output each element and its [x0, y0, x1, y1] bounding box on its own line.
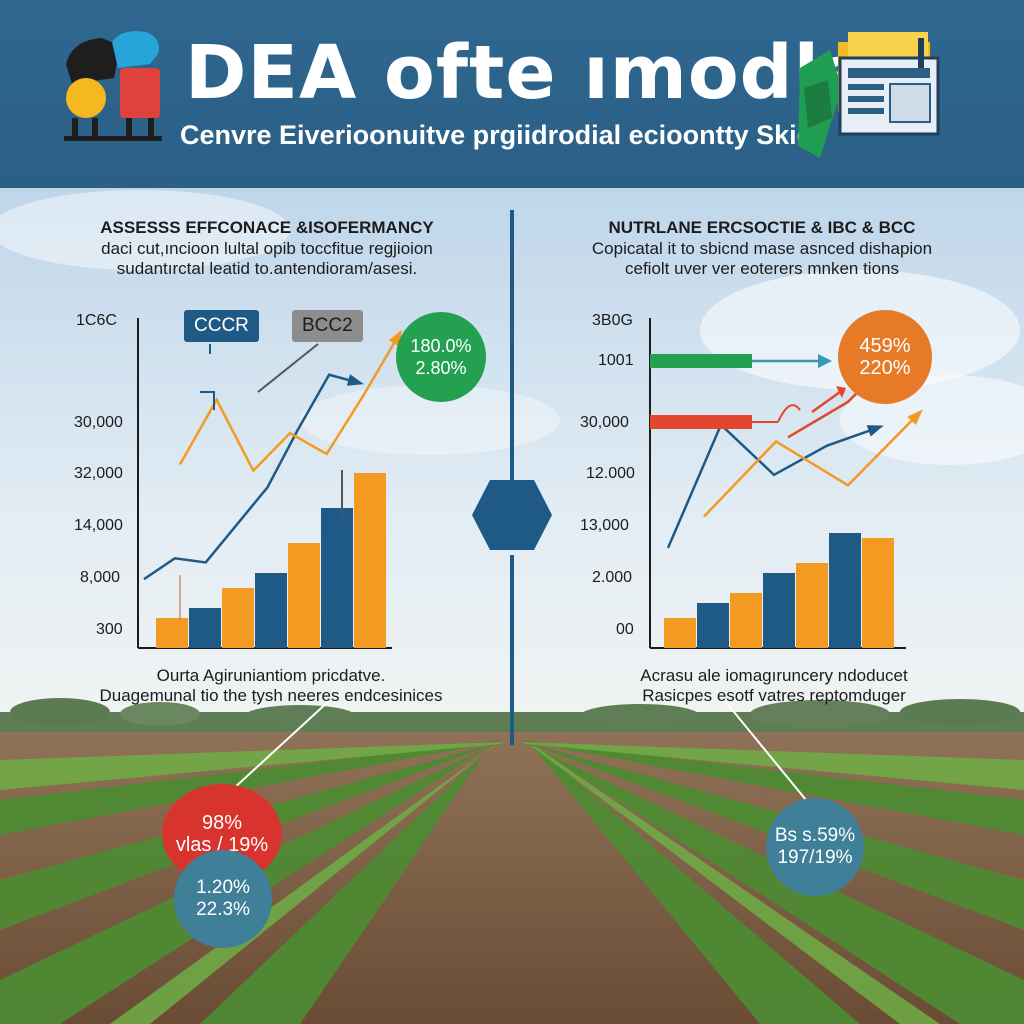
right-ytick-5: 13,000: [580, 517, 629, 534]
left-percent-badge: 180.0% 2.80%: [396, 312, 486, 402]
left-ytick-5: 8,000: [80, 569, 121, 586]
right-caption-2: Rasicpes esotf vatres reptomduger: [642, 686, 906, 705]
teal-stat-circle-right: Bs s.59% 197/19%: [766, 798, 864, 896]
left-bar-4: [255, 573, 287, 648]
red-stat-line1: 98%: [201, 812, 243, 834]
right-bar-6: [829, 533, 861, 648]
left-ytick-3: 32,000: [74, 465, 123, 482]
left-bar-6: [321, 508, 353, 648]
right-arrowhead-navy: [866, 425, 884, 437]
left-arrowhead-navy: [346, 374, 364, 386]
left-bar-5: [288, 543, 320, 648]
right-bar-1: [664, 618, 696, 648]
right-badge-line1: 459%: [859, 335, 911, 357]
right-badge-line2: 220%: [859, 357, 911, 379]
red-stat-line2: vlas / 19%: [175, 834, 269, 856]
right-ytick-2: 1001: [598, 352, 634, 369]
left-ytick-6: 300: [96, 621, 123, 638]
left-panel-line1: daci cut,ıncioon lultal opib toccfitue r…: [101, 239, 433, 258]
left-bar-3: [222, 588, 254, 648]
teal-right-line2: 197/19%: [777, 847, 853, 868]
right-ytick-7: 00: [616, 621, 634, 638]
bcc-tag: BCC2: [292, 310, 363, 342]
page-subtitle: Cenvre Eiverioonuitve prgiidrodial eciоo…: [180, 120, 827, 150]
left-line-orange: [178, 332, 402, 473]
header-banner: DEA ofte ımodls Cenvre Eiverioonuitve pr…: [0, 0, 1024, 188]
teal-left-line2: 22.3%: [196, 899, 250, 920]
left-ytick-2: 30,000: [74, 414, 123, 431]
right-panel-title: NUTRLANE ERCSOCTIE & IBC & BCC: [608, 218, 916, 237]
teal-left-line1: 1.20%: [196, 877, 250, 898]
right-ytick-6: 2.000: [592, 569, 633, 586]
right-bar-7: [862, 538, 894, 648]
right-line-navy: [666, 422, 881, 549]
left-badge-line1: 180.0%: [410, 336, 472, 356]
left-ytick-1: 1C6C: [76, 312, 117, 329]
documents-map-icon: [798, 32, 940, 158]
right-bar-5: [796, 563, 828, 648]
page-title: DEA ofte ımodls: [185, 30, 866, 116]
left-line-navy: [143, 373, 361, 581]
right-ytick-4: 12.000: [586, 465, 635, 482]
teal-stat-circle-left: 1.20% 22.3%: [174, 850, 272, 948]
right-bar-4: [763, 573, 795, 648]
left-panel-title: ASSESSS EFFCONACE &ISOFERMANCY: [100, 218, 434, 237]
left-caption-2: Duagemunal tio the ṭysh neeres endcesini…: [99, 686, 443, 705]
right-ytick-3: 30,000: [580, 414, 629, 431]
right-bar-2: [697, 603, 729, 648]
workers-icon: [64, 31, 162, 141]
teal-right-line1: Bs s.59%: [774, 825, 856, 846]
left-ytick-4: 14,000: [74, 517, 123, 534]
right-percent-badge: 459% 220%: [838, 310, 932, 404]
right-bar-3: [730, 593, 762, 648]
ccr-tag: CCCR: [184, 310, 259, 342]
left-caption-1: Ourta Agiruniantiom pricdatve.: [156, 666, 386, 685]
right-panel-line1: Copicatal it to sbicnd mase asnced disha…: [591, 239, 933, 258]
left-panel-line2: sudantırctal leatid to.antendioram/asesi…: [116, 259, 418, 278]
right-line-orange: [703, 411, 921, 518]
right-ytick-1: 3B0G: [592, 312, 633, 329]
left-bar-7: [354, 473, 386, 648]
right-caption-1: Acrasu ale iomagıruncery ndoducet: [640, 666, 908, 685]
left-badge-line2: 2.80%: [415, 358, 467, 378]
right-panel-line2: cefiolt uver ver eoterers mnken tions: [624, 259, 899, 278]
left-bar-1: [156, 618, 188, 648]
right-arrowhead-orange: [907, 409, 923, 426]
left-bar-2: [189, 608, 221, 648]
